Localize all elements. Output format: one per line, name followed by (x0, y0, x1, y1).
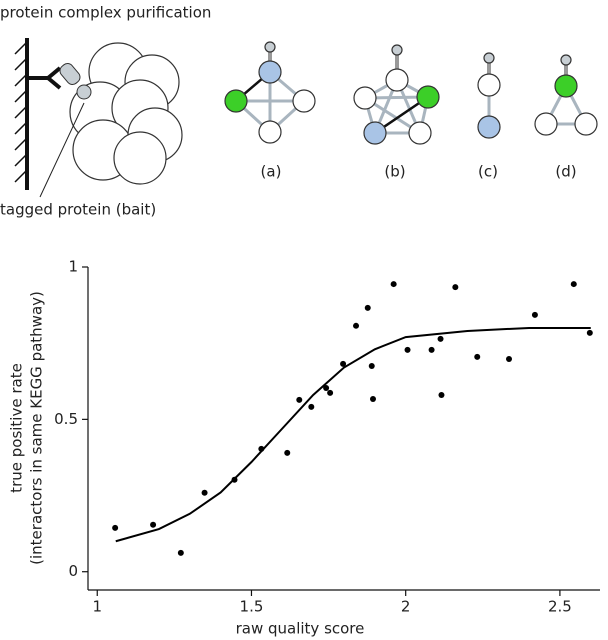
panel-d (534, 54, 598, 136)
tag-head (76, 84, 92, 100)
panel-label: (a) (261, 163, 282, 181)
point (506, 356, 513, 363)
point (353, 322, 360, 329)
point (586, 329, 593, 336)
wall-hatch (14, 41, 28, 183)
y-axis-label: (interactors in same KEGG pathway) (28, 291, 46, 565)
point (452, 284, 459, 291)
point (364, 304, 371, 311)
point (474, 353, 481, 360)
panel-b (353, 44, 440, 145)
y-tick-label: 1 (68, 258, 78, 276)
x-axis-label: raw quality score (236, 620, 365, 638)
leader-line (39, 102, 85, 198)
point (340, 360, 347, 367)
x-tick-label: 1.5 (240, 598, 264, 616)
x-tick-label: 2 (401, 598, 411, 616)
point (428, 346, 435, 353)
point (308, 403, 315, 410)
tag (59, 63, 81, 85)
y-tick-label: 0.5 (54, 410, 78, 428)
x-tick-label: 2.5 (548, 598, 572, 616)
x-tick-label: 1 (92, 598, 102, 616)
point (404, 346, 411, 353)
bait-label: tagged protein (bait) (0, 201, 156, 219)
panel-label: (c) (478, 163, 498, 181)
y-axis-label: true positive rate (8, 363, 26, 493)
point (296, 396, 303, 403)
complex (69, 42, 183, 185)
point (437, 335, 444, 342)
point (150, 521, 157, 528)
point (112, 524, 119, 531)
point (327, 389, 334, 396)
point (323, 384, 330, 391)
point (531, 311, 538, 318)
point (368, 363, 375, 370)
panel-c (477, 52, 501, 139)
diagram-title: protein complex purification (0, 4, 211, 22)
point (369, 395, 376, 402)
diagram: protein complex purification tagged prot… (0, 4, 598, 219)
y-tick-label: 0 (68, 562, 78, 580)
point (570, 281, 577, 288)
panel-label: (b) (384, 163, 405, 181)
point (438, 391, 445, 398)
point (284, 449, 291, 456)
fit-curve (115, 326, 591, 543)
linker (27, 66, 62, 90)
point (177, 549, 184, 556)
panel-label: (d) (555, 163, 576, 181)
point (390, 281, 397, 288)
panel-a (224, 41, 316, 144)
point (201, 489, 208, 496)
